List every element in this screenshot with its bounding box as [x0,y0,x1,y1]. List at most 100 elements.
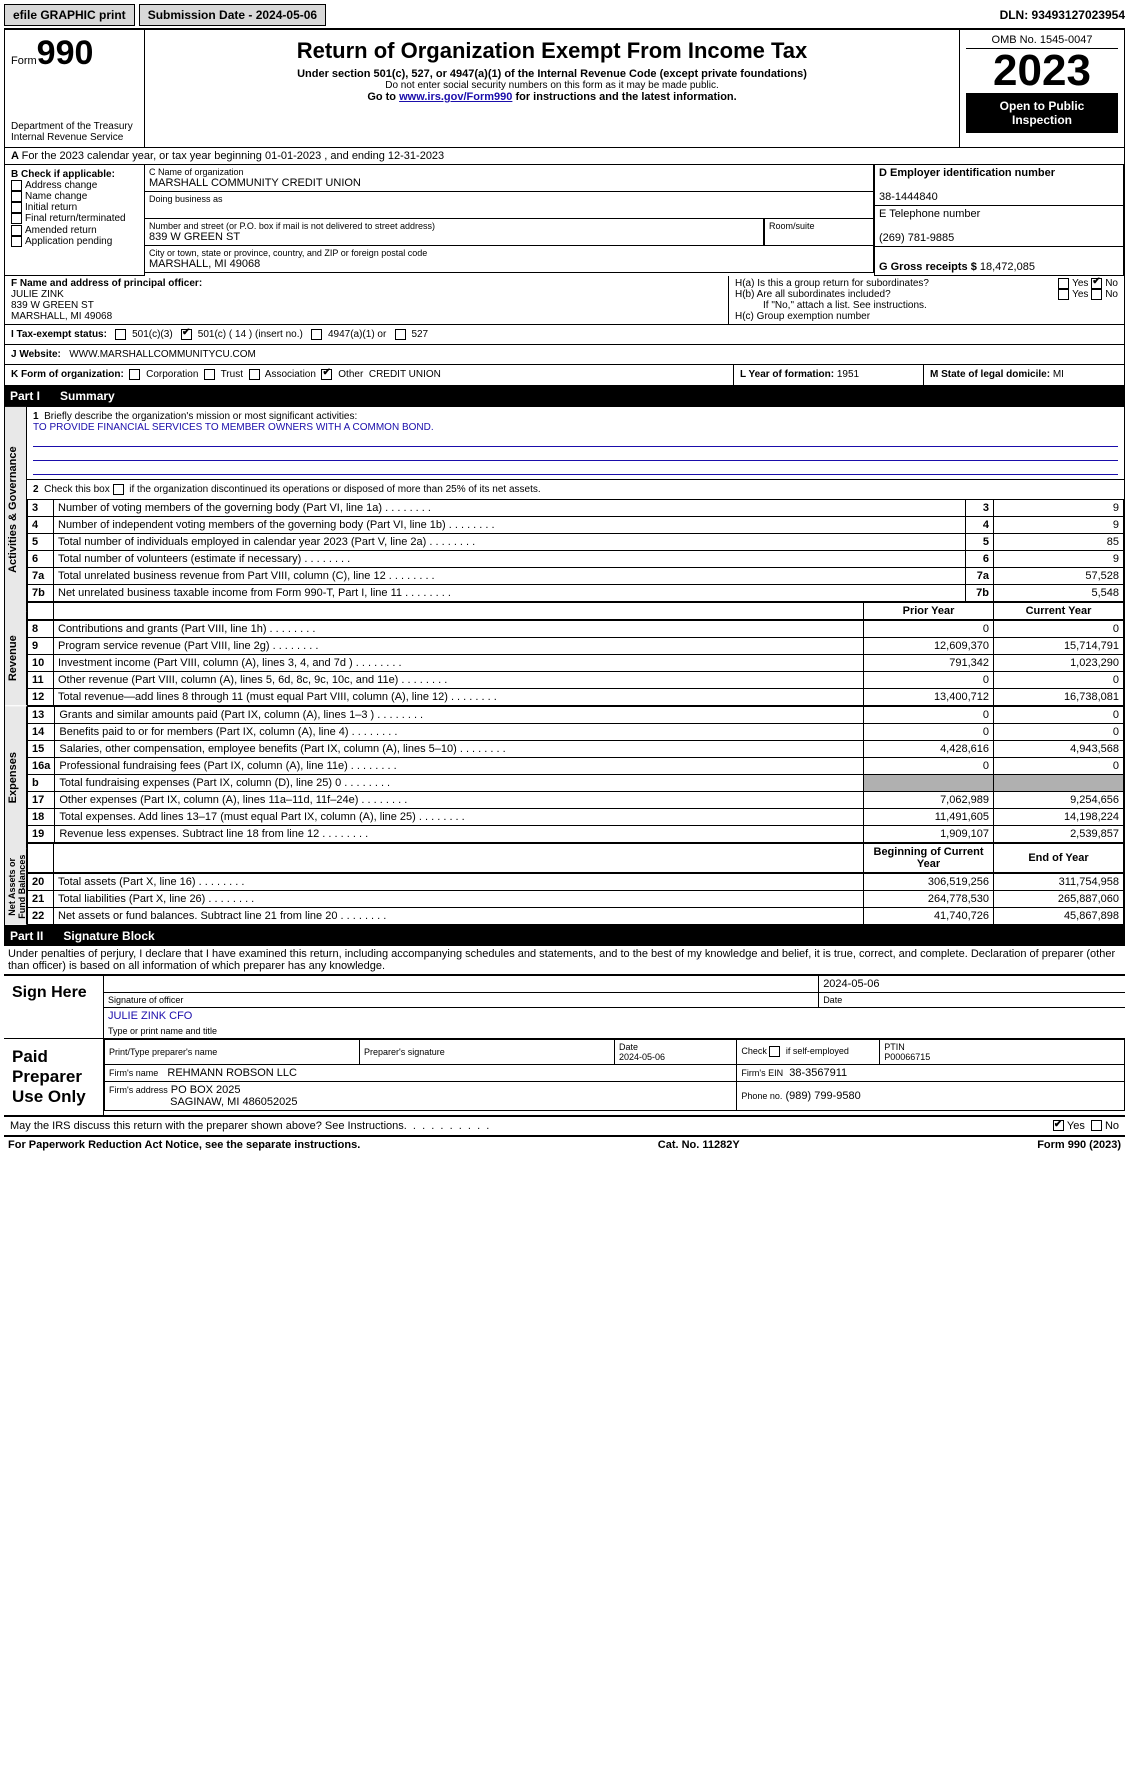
form-title: Return of Organization Exempt From Incom… [155,38,949,64]
chk-self-employed[interactable] [769,1046,780,1057]
box-c-name-label: C Name of organization [149,167,869,177]
chk-hb-no[interactable] [1091,289,1102,300]
chk-ha-no[interactable] [1091,278,1102,289]
efile-graphic-button[interactable]: efile GRAPHIC print [4,4,135,26]
firm-ein: 38-3567911 [789,1067,847,1079]
phone-value: (269) 781-9885 [879,232,954,244]
line-a-period: A For the 2023 calendar year, or tax yea… [4,148,1125,165]
form-subtitle-code: Under section 501(c), 527, or 4947(a)(1)… [155,68,949,80]
chk-discuss-no[interactable] [1091,1120,1102,1131]
street-label: Number and street (or P.O. box if mail i… [149,221,759,231]
revenue-header-table: Prior Year Current Year [27,602,1124,620]
revenue-table: 8Contributions and grants (Part VIII, li… [27,620,1124,706]
dba-label: Doing business as [149,194,869,204]
room-label: Room/suite [769,221,869,231]
firm-name: REHMANN ROBSON LLC [167,1067,297,1079]
header-info-block: B Check if applicable: Address change Na… [4,165,1125,276]
city-label: City or town, state or province, country… [149,248,869,258]
part-ii-header: Part IISignature Block [4,926,1125,946]
box-ha-label: H(a) Is this a group return for subordin… [735,278,929,289]
form-subtitle-goto: Go to www.irs.gov/Form990 for instructio… [155,91,949,103]
summary-block: Activities & Governance Revenue Expenses… [4,406,1125,926]
box-h-note: If "No," attach a list. See instructions… [735,300,1118,311]
page-footer: For Paperwork Reduction Act Notice, see … [4,1137,1125,1153]
ptin-value: P00066715 [884,1052,930,1062]
form990-link[interactable]: www.irs.gov/Form990 [399,91,512,103]
paid-preparer-label: Paid Preparer Use Only [4,1039,104,1115]
mission-text: TO PROVIDE FINANCIAL SERVICES TO MEMBER … [33,422,434,433]
chk-501c3[interactable] [115,329,126,340]
org-name: MARSHALL COMMUNITY CREDIT UNION [149,177,869,189]
dln-label: DLN: 93493127023954 [1000,8,1125,22]
box-f-label: F Name and address of principal officer: [11,278,202,289]
year-formation: 1951 [837,369,859,380]
vlabel-revenue: Revenue [5,611,27,705]
open-to-public: Open to Public Inspection [966,93,1118,133]
box-d-label: D Employer identification number [879,167,1055,179]
box-e-label: E Telephone number [879,208,980,220]
box-i-label: I Tax-exempt status: [11,329,107,340]
chk-initial-return[interactable] [11,202,22,213]
chk-hb-yes[interactable] [1058,289,1069,300]
netassets-header-table: Beginning of Current Year End of Year [27,843,1124,873]
chk-discontinued[interactable] [113,484,124,495]
governance-table: 3Number of voting members of the governi… [27,499,1124,602]
chk-discuss-yes[interactable] [1053,1120,1064,1131]
firm-addr2: SAGINAW, MI 486052025 [170,1096,297,1108]
chk-assoc[interactable] [249,369,260,380]
vlabel-governance: Activities & Governance [5,407,27,612]
chk-4947[interactable] [311,329,322,340]
box-hc-label: H(c) Group exemption number [735,311,1118,322]
chk-application-pending[interactable] [11,236,22,247]
form-header: Form990 Department of the Treasury Inter… [4,28,1125,148]
box-hb-label: H(b) Are all subordinates included? [735,289,891,300]
city-value: MARSHALL, MI 49068 [149,258,869,270]
part-i-header: Part ISummary [4,386,1125,406]
officer-name: JULIE ZINK [11,289,64,300]
gross-receipts-value: 18,472,085 [980,261,1035,273]
chk-501c[interactable] [181,329,192,340]
box-k-other-value: CREDIT UNION [369,370,441,381]
chk-527[interactable] [395,329,406,340]
chk-amended-return[interactable] [11,225,22,236]
q1-text: Briefly describe the organization's miss… [44,411,357,422]
officer-signed-name: JULIE ZINK CFO [108,1010,192,1022]
firm-addr1: PO BOX 2025 [171,1084,241,1096]
chk-address-change[interactable] [11,180,22,191]
vlabel-expenses: Expenses [5,706,27,849]
website-value: WWW.MARSHALLCOMMUNITYCU.COM [69,349,256,360]
officer-city: MARSHALL, MI 49068 [11,311,112,322]
prep-date: 2024-05-06 [619,1052,665,1062]
chk-corp[interactable] [129,369,140,380]
vlabel-netassets: Net Assets or Fund Balances [5,849,27,925]
sign-here-block: Sign Here 2024-05-06 Signature of office… [4,976,1125,1039]
chk-name-change[interactable] [11,191,22,202]
q2-text: Check this box if the organization disco… [44,484,541,495]
sig-date-label: Date [819,992,1125,1007]
chk-other[interactable] [321,369,332,380]
box-g-label: G Gross receipts $ [879,261,977,273]
street-value: 839 W GREEN ST [149,231,759,243]
paid-preparer-block: Paid Preparer Use Only Print/Type prepar… [4,1039,1125,1117]
discuss-row: May the IRS discuss this return with the… [4,1117,1125,1137]
top-bar: efile GRAPHIC print Submission Date - 20… [4,4,1125,26]
officer-street: 839 W GREEN ST [11,300,94,311]
submission-date-pill: Submission Date - 2024-05-06 [139,4,326,26]
state-domicile: MI [1053,369,1064,380]
chk-trust[interactable] [204,369,215,380]
self-employed-cell: Check if self-employed [737,1039,880,1064]
sign-here-label: Sign Here [4,976,104,1038]
expenses-table: 13Grants and similar amounts paid (Part … [27,706,1124,843]
ein-value: 38-1444840 [879,191,938,203]
sig-date-top: 2024-05-06 [819,976,1125,993]
box-j-label: J Website: [11,349,61,360]
box-k-label: K Form of organization: [11,370,124,381]
prep-name-label: Print/Type preparer's name [105,1039,360,1064]
firm-phone: (989) 799-9580 [786,1090,861,1102]
netassets-table: 20Total assets (Part X, line 16)306,519,… [27,873,1124,925]
chk-ha-yes[interactable] [1058,278,1069,289]
type-name-label: Type or print name and title [104,1024,1125,1038]
box-m-label: M State of legal domicile: [930,369,1050,380]
perjury-text: Under penalties of perjury, I declare th… [4,946,1125,974]
chk-final-return[interactable] [11,213,22,224]
